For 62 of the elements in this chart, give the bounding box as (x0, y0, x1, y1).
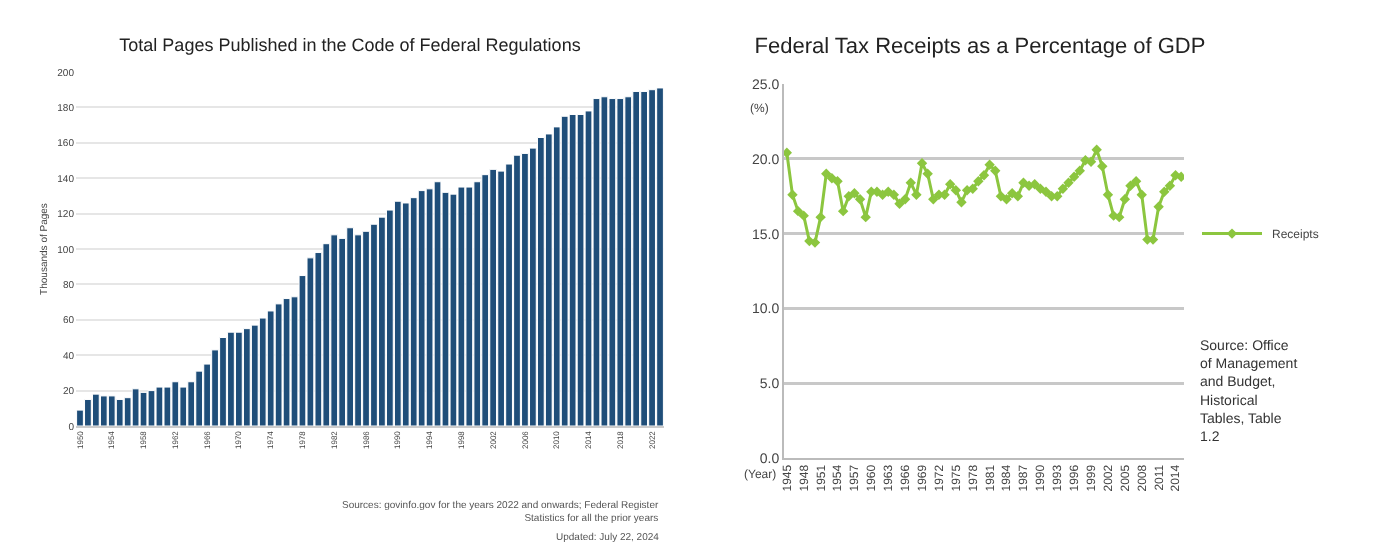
bar (640, 90, 649, 426)
bar (115, 398, 124, 426)
bar (425, 188, 434, 426)
bar (401, 202, 410, 426)
bar (393, 200, 402, 426)
bar (131, 388, 140, 426)
bar (616, 98, 625, 426)
bar (163, 386, 172, 426)
bar (330, 234, 339, 426)
bar (624, 96, 633, 426)
bar (417, 190, 426, 426)
bar (282, 298, 291, 426)
bar (306, 257, 315, 426)
chart-title: Total Pages Published in the Code of Federal Regulations (119, 34, 582, 55)
bar (497, 170, 505, 426)
bar (362, 230, 370, 426)
bar (505, 163, 513, 426)
bar (99, 395, 108, 426)
bar (457, 186, 466, 426)
bar (378, 216, 386, 426)
bar (91, 393, 100, 426)
chart-title: Federal Tax Receipts as a Percentage of GDP (754, 35, 1206, 60)
bar (235, 331, 243, 426)
bar (147, 390, 156, 426)
bar (171, 381, 180, 426)
bar (433, 181, 442, 426)
bar (370, 223, 378, 426)
bar (84, 398, 92, 426)
bar (385, 209, 394, 426)
bar (608, 98, 617, 426)
bar (346, 227, 355, 426)
bar (656, 87, 664, 426)
bar (465, 186, 474, 426)
bar (354, 234, 362, 426)
bar (544, 133, 553, 426)
bar (242, 328, 251, 426)
bar (521, 152, 529, 426)
bar (560, 115, 569, 426)
bar (179, 386, 188, 426)
bar (489, 168, 498, 426)
bar (473, 181, 482, 426)
bar (568, 113, 577, 426)
bar (576, 113, 585, 426)
bar (648, 89, 656, 426)
bar (219, 337, 227, 426)
bar (600, 96, 609, 426)
bar (513, 154, 521, 426)
bar (266, 310, 275, 426)
bar (195, 370, 204, 426)
bar (481, 174, 490, 426)
bar (449, 193, 458, 426)
bar (155, 386, 164, 426)
bar (258, 317, 267, 426)
bar (107, 395, 116, 426)
bar (274, 303, 283, 426)
bar (409, 197, 418, 426)
bar (227, 331, 235, 426)
bar (536, 137, 545, 426)
bar (139, 391, 148, 426)
bar (632, 90, 641, 426)
bar (250, 324, 259, 426)
bar (592, 98, 601, 426)
